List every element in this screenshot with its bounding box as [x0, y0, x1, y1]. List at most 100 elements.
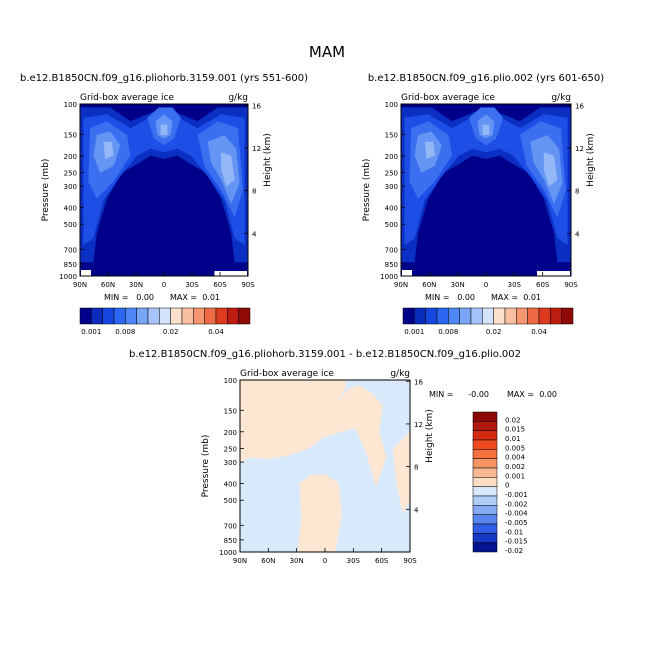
- x-tick-label: 90N: [394, 281, 408, 289]
- x-tick-label: 30N: [129, 281, 143, 289]
- y-tick-label: 500: [385, 221, 398, 229]
- colorbar-swatch: [472, 477, 498, 487]
- ice-contour-band: [221, 152, 235, 187]
- x-tick-label: 0: [484, 281, 488, 289]
- chart-title: b.e12.B1850CN.f09_g16.pliohorb.3159.001 …: [20, 73, 308, 84]
- x-tick-label: 90S: [564, 281, 578, 289]
- colorbar-swatch: [102, 307, 115, 325]
- colorbar-label: -0.005: [505, 519, 528, 527]
- x-tick-label: 30S: [347, 557, 361, 565]
- colorbar-swatch: [79, 307, 92, 325]
- x-tick-label: 60N: [101, 281, 115, 289]
- chart-title: b.e12.B1850CN.f09_g16.plio.002 (yrs 601-…: [368, 73, 604, 84]
- y-tick-label: 400: [224, 481, 237, 489]
- y-right-tick-label: 8: [252, 188, 256, 196]
- x-tick-label: 90N: [233, 557, 247, 565]
- chart-panel-left: b.e12.B1850CN.f09_g16.pliohorb.3159.001 …: [20, 73, 308, 336]
- y-right-tick-label: 4: [575, 230, 580, 238]
- y-right-tick-label: 12: [575, 145, 584, 153]
- y-tick-label: 400: [385, 205, 398, 213]
- y-axis-label: Pressure (mb): [362, 159, 372, 222]
- colorbar-swatch: [472, 439, 498, 450]
- colorbar-swatch: [193, 307, 205, 325]
- y-tick-label: 250: [385, 169, 398, 177]
- colorbar-label: -0.001: [505, 491, 528, 499]
- y-tick-label: 1000: [59, 273, 77, 281]
- colorbar-swatch: [472, 533, 498, 543]
- x-tick-label: 30S: [185, 281, 199, 289]
- colorbar-swatch: [504, 307, 517, 325]
- x-tick-label: 90S: [403, 557, 417, 565]
- x-tick-label: 30N: [290, 557, 304, 565]
- ice-contour-band: [482, 124, 490, 135]
- colorbar-label: -0.004: [505, 510, 528, 518]
- y-tick-label: 200: [64, 153, 77, 161]
- ice-contour-band: [543, 152, 558, 187]
- ice-contour-band: [103, 141, 114, 159]
- x-tick-label: 30N: [451, 281, 465, 289]
- chart-subtitle: Grid-box average ice: [80, 93, 174, 103]
- x-tick-label: 60N: [261, 557, 275, 565]
- y-tick-label: 1000: [219, 549, 237, 557]
- colorbar-swatch: [425, 307, 438, 325]
- colorbar-label: 0.008: [115, 328, 135, 336]
- colorbar-label: 0.008: [438, 328, 458, 336]
- stats-min-value: 0.00: [136, 293, 154, 302]
- chart-panel-right: b.e12.B1850CN.f09_g16.plio.002 (yrs 601-…: [362, 73, 604, 336]
- y-tick-label: 150: [385, 131, 398, 139]
- y-tick-label: 850: [64, 261, 77, 269]
- y-tick-label: 850: [224, 537, 237, 545]
- colorbar-swatch: [147, 307, 160, 325]
- y-right-tick-label: 16: [575, 102, 584, 110]
- colorbar-label: 0.004: [505, 454, 526, 462]
- land-mask: [537, 271, 570, 276]
- colorbar-swatch: [472, 514, 498, 525]
- colorbar-label: 0.015: [505, 426, 525, 434]
- x-tick-label: 0: [323, 557, 327, 565]
- colorbar-swatch: [472, 449, 498, 459]
- diff-positive-region: [240, 380, 387, 487]
- y-right-tick-label: 16: [414, 378, 423, 386]
- y-tick-label: 150: [224, 407, 237, 415]
- colorbar-swatch: [472, 411, 498, 422]
- colorbar-swatch: [527, 307, 540, 325]
- chart-panel-diff: b.e12.B1850CN.f09_g16.pliohorb.3159.001 …: [129, 349, 557, 565]
- y-tick-label: 100: [385, 101, 398, 109]
- colorbar-label: 0.001: [505, 472, 525, 480]
- y-tick-label: 400: [64, 205, 77, 213]
- y-tick-label: 150: [64, 131, 77, 139]
- chart-subtitle: Grid-box average ice: [240, 369, 334, 379]
- stats-max-label: MAX =: [507, 390, 534, 399]
- y-right-tick-label: 16: [252, 102, 261, 110]
- y-right-axis-label: Height (km): [586, 133, 596, 187]
- colorbar-label: 0.005: [505, 444, 525, 452]
- x-tick-label: 0: [162, 281, 166, 289]
- chart-units: g/kg: [551, 93, 571, 103]
- colorbar-swatch: [215, 307, 228, 325]
- colorbar-swatch: [238, 307, 251, 325]
- colorbar-swatch: [204, 307, 217, 325]
- land-mask: [402, 270, 412, 276]
- colorbar-swatch: [472, 542, 498, 553]
- colorbar-swatch: [561, 307, 574, 325]
- diff-positive-region: [297, 474, 342, 552]
- stats-max-value: 0.01: [523, 293, 541, 302]
- x-tick-label: 60S: [375, 557, 389, 565]
- colorbar-label: 0: [505, 482, 509, 490]
- colorbar-label: -0.02: [505, 547, 523, 555]
- stats-max-value: 0.00: [539, 390, 557, 399]
- y-right-axis-label: Height (km): [425, 409, 435, 463]
- colorbar-swatch: [459, 307, 472, 325]
- stats-min-value: 0.00: [457, 293, 475, 302]
- colorbar-swatch: [113, 307, 126, 325]
- colorbar-label: 0.001: [404, 328, 424, 336]
- y-tick-label: 250: [224, 445, 237, 453]
- chart-subtitle: Grid-box average ice: [401, 93, 495, 103]
- colorbar-label: 0.02: [163, 328, 179, 336]
- diff-positive-region: [393, 431, 410, 515]
- y-right-tick-label: 4: [252, 230, 257, 238]
- y-tick-label: 700: [224, 522, 237, 530]
- stats-max-label: MAX =: [491, 293, 518, 302]
- chart-units: g/kg: [228, 93, 248, 103]
- colorbar-swatch: [170, 307, 183, 325]
